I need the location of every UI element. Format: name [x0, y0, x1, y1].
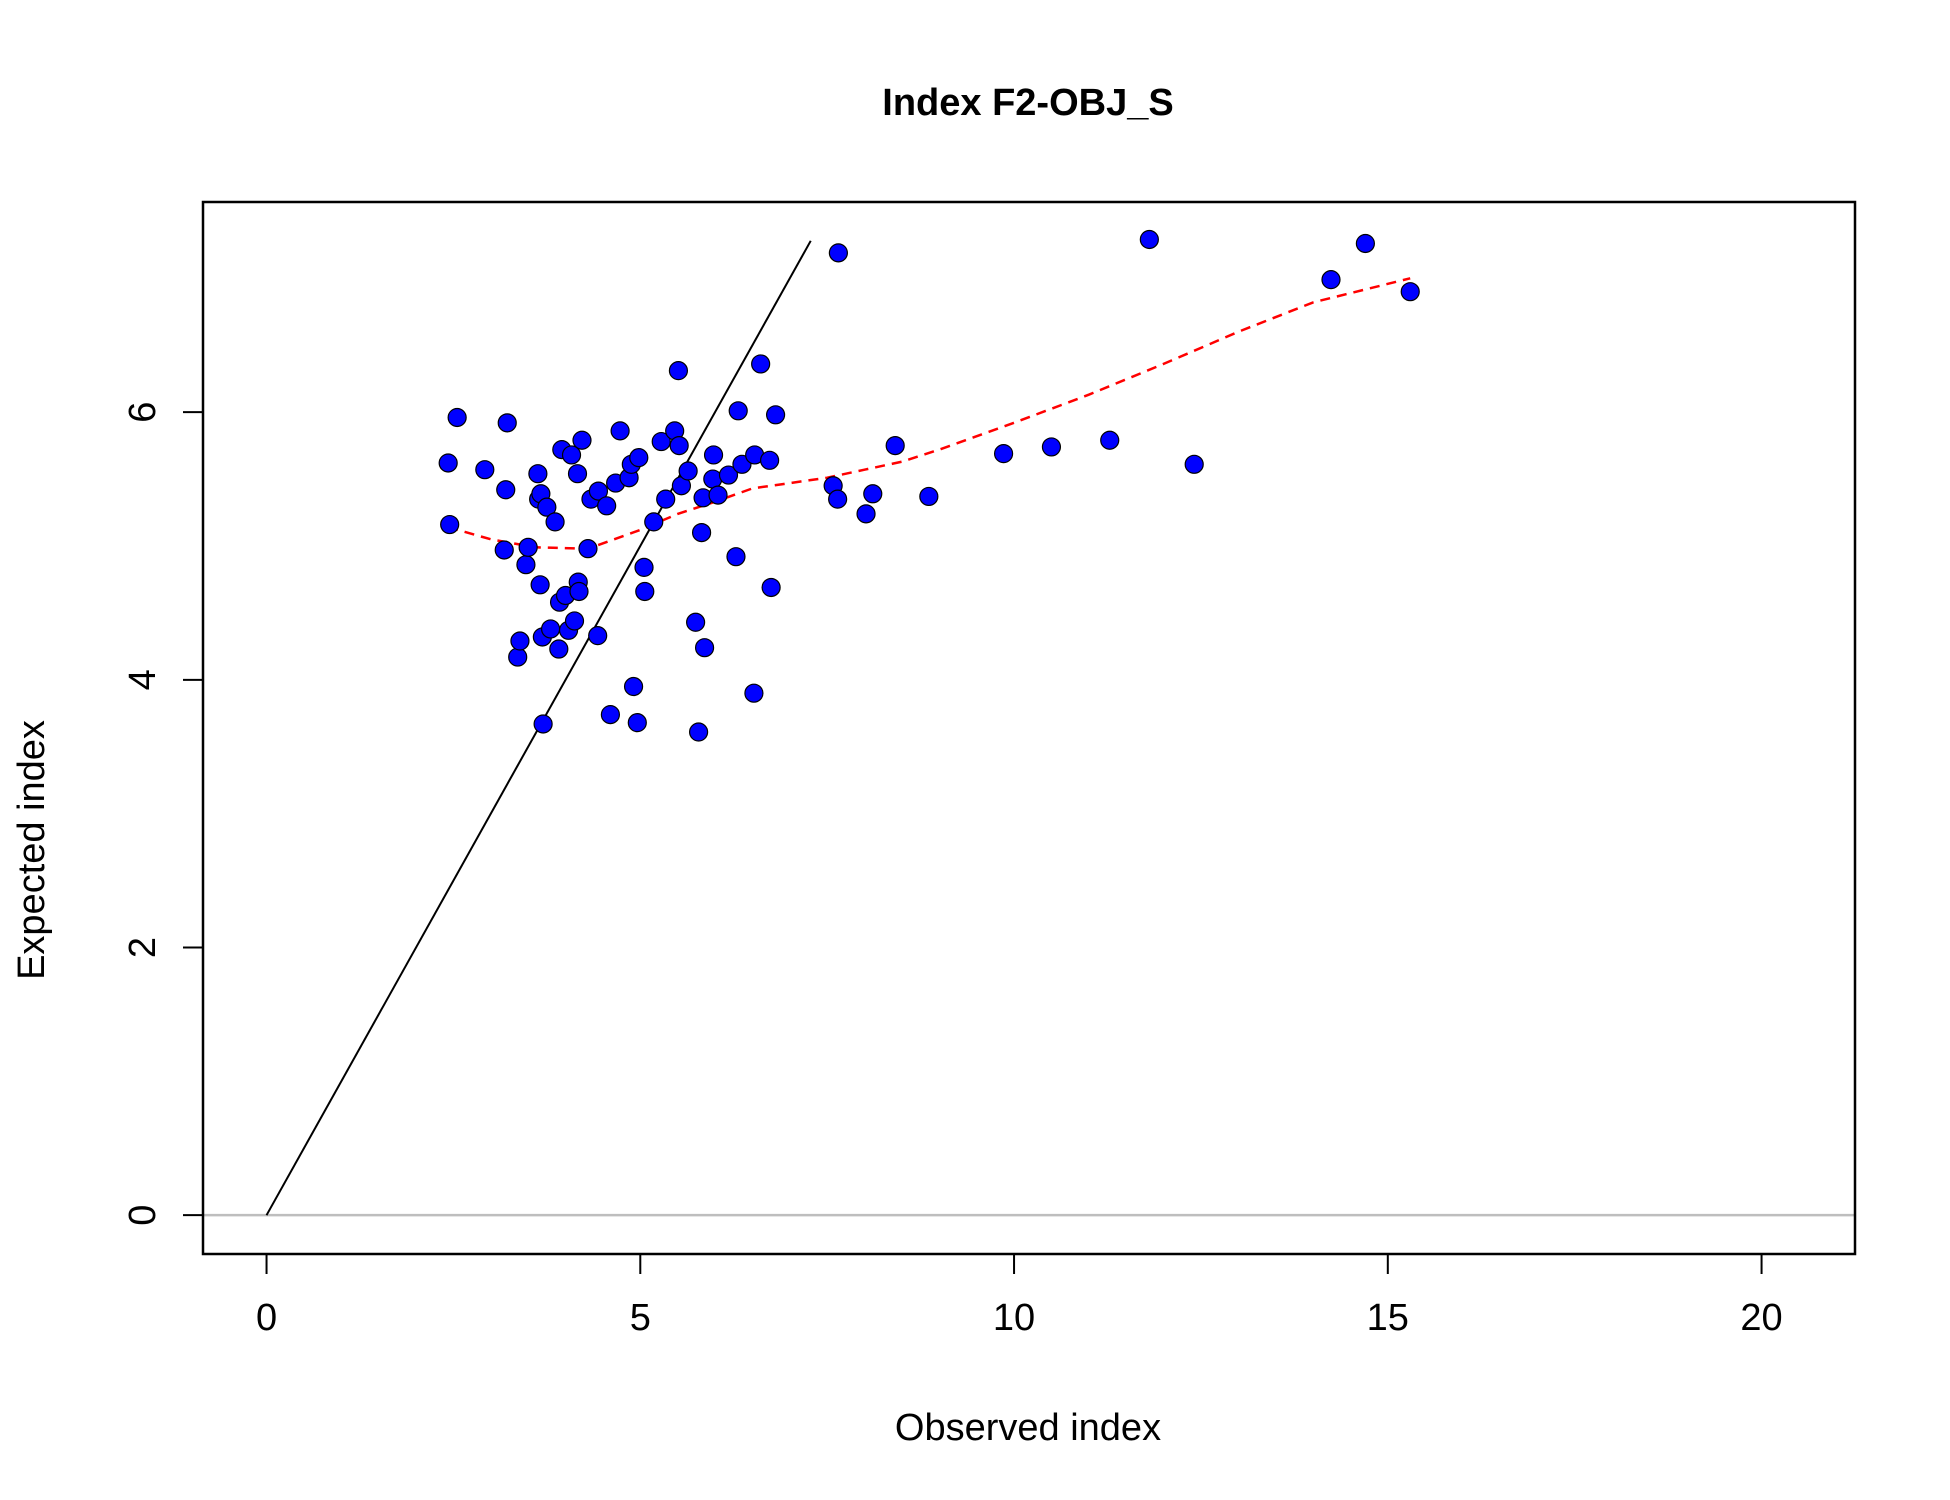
data-point	[708, 485, 728, 505]
data-point	[1100, 430, 1120, 450]
data-point	[545, 512, 565, 532]
data-point	[537, 497, 557, 517]
data-point	[644, 512, 664, 532]
data-point	[540, 619, 561, 639]
data-point	[1321, 270, 1341, 290]
data-point	[516, 555, 536, 575]
chart-title: Index F2-OBJ_S	[882, 82, 1173, 124]
x-axis-label: Observed index	[895, 1407, 1161, 1449]
data-point	[1400, 282, 1420, 302]
y-axis-label: Expected index	[11, 720, 53, 980]
data-point	[761, 577, 781, 598]
data-point	[1184, 454, 1204, 474]
data-point	[528, 464, 548, 484]
data-point	[496, 480, 516, 500]
data-point	[569, 581, 589, 602]
data-point	[627, 713, 647, 733]
data-point	[828, 489, 848, 509]
data-point	[919, 486, 939, 507]
data-point	[497, 413, 517, 433]
x-tick-label: 5	[630, 1297, 651, 1339]
data-point	[863, 484, 883, 504]
y-tick-label: 6	[122, 402, 164, 423]
data-point	[726, 547, 746, 567]
data-point	[728, 401, 748, 421]
data-point	[494, 540, 514, 560]
data-point	[600, 705, 620, 725]
x-tick-label: 10	[993, 1297, 1035, 1339]
plot-frame	[201, 200, 1857, 1256]
data-point	[651, 431, 671, 452]
data-point	[885, 435, 905, 456]
data-point	[475, 460, 495, 480]
data-point	[518, 537, 538, 557]
data-point	[688, 722, 709, 742]
data-point	[561, 445, 582, 465]
data-point	[686, 612, 706, 632]
data-point	[634, 557, 654, 577]
x-tick-label: 20	[1740, 1297, 1782, 1339]
data-point	[703, 469, 723, 489]
data-point	[533, 714, 553, 734]
data-point	[856, 504, 876, 524]
data-point	[718, 465, 739, 485]
y-tick-label: 4	[122, 669, 164, 690]
data-point	[564, 611, 585, 631]
data-point	[510, 631, 530, 651]
data-point	[588, 481, 609, 501]
data-point	[629, 448, 649, 468]
data-point	[567, 464, 588, 484]
data-point	[656, 489, 676, 509]
data-point	[578, 539, 598, 559]
data-point	[744, 683, 764, 703]
plot-area: 0 5 10 15 20 0 2 4 6	[122, 200, 1857, 1339]
y-tick-label: 2	[122, 937, 164, 958]
data-point	[694, 638, 715, 658]
data-point	[703, 445, 724, 465]
data-point	[678, 461, 698, 481]
data-point	[668, 361, 689, 381]
data-point	[623, 676, 644, 697]
x-tick-label: 0	[256, 1297, 277, 1339]
data-point	[572, 430, 592, 450]
data-point	[669, 435, 689, 456]
data-point	[610, 421, 630, 441]
data-point	[751, 354, 771, 374]
data-point	[438, 453, 458, 473]
data-point	[1041, 437, 1062, 457]
data-point	[1355, 233, 1375, 254]
data-point	[1139, 229, 1159, 250]
data-point	[597, 496, 617, 516]
data-point	[447, 407, 467, 428]
data-point	[508, 647, 528, 667]
data-point	[549, 639, 569, 659]
data-point	[828, 243, 848, 263]
x-tick-label: 15	[1367, 1297, 1409, 1339]
y-tick-label: 0	[122, 1205, 164, 1226]
data-point	[588, 626, 608, 646]
data-point	[760, 450, 780, 470]
data-point	[765, 405, 786, 425]
data-point	[635, 581, 655, 602]
data-point	[993, 444, 1014, 464]
data-point	[530, 575, 550, 595]
data-point	[440, 514, 460, 535]
data-point	[691, 522, 712, 543]
